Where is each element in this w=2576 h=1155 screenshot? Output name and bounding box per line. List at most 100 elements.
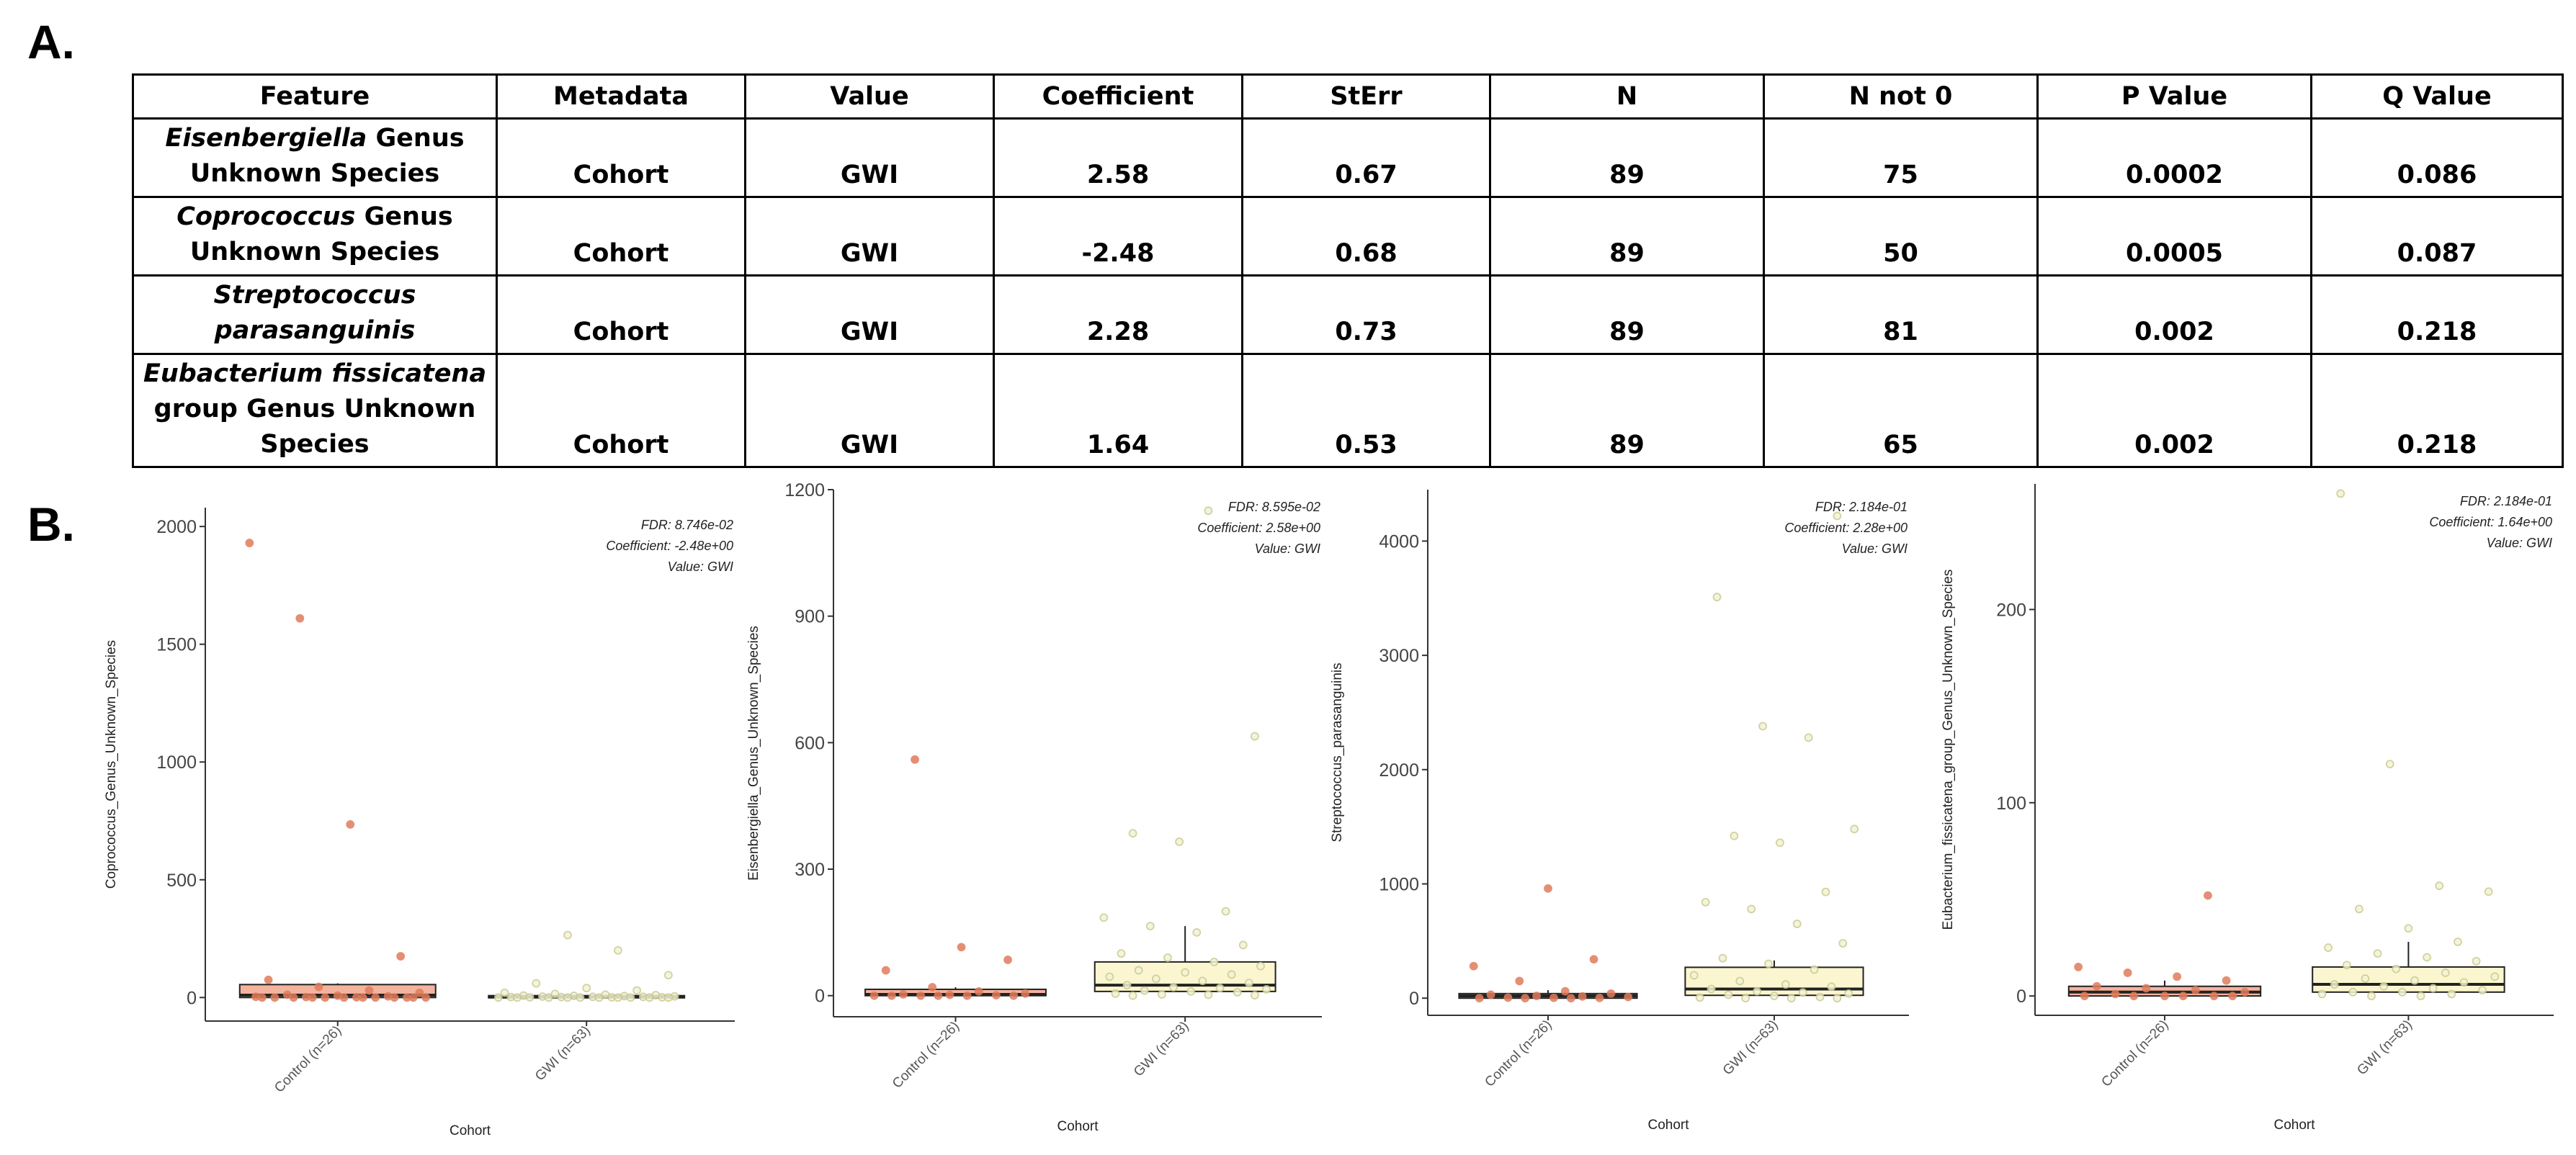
data-point [1215,984,1225,993]
data-point [346,820,355,829]
y-tick-label: 1000 [156,752,197,773]
n-cell: 89 [1489,117,1765,198]
stat-annotation: Value: GWI [2487,536,2552,550]
data-point [2129,992,2139,1001]
stat-annotation: Value: GWI [668,559,733,574]
data-point [1804,733,1813,742]
data-point [358,993,367,1002]
data-point [1503,993,1513,1002]
data-point [2454,938,2462,946]
data-point [1815,992,1825,1002]
data-point [957,943,966,952]
y-tick-label: 300 [795,860,825,880]
y-tick-label: 100 [1996,794,2026,814]
y-tick-label: 2000 [156,517,197,537]
data-point [532,979,541,988]
feature-rest: Genus Unknown Species [189,202,453,266]
data-point [2441,969,2450,977]
value-cell: GWI [744,196,995,277]
data-point [1117,949,1126,958]
data-point [2074,963,2083,971]
data-point [500,988,509,997]
p-value-cell: 0.002 [2036,353,2312,468]
data-point [962,991,972,1000]
n-cell: 89 [1489,274,1765,355]
data-point [2404,924,2413,933]
data-point [2478,986,2487,995]
data-point [1099,913,1109,922]
header-p-value: P Value [2036,73,2312,120]
data-point [2123,969,2132,977]
data-point [2435,881,2444,891]
table-row: Eisenbergiella Genus Unknown Species Coh… [132,117,2564,198]
n-not-0-cell: 81 [1763,274,2039,355]
data-point [2490,972,2500,981]
data-point [2228,992,2237,1001]
y-tick-label: 0 [2016,987,2026,1007]
table-row: Coprococcus Genus Unknown Species Cohort… [132,196,2564,277]
feature-cell: Eisenbergiella Genus Unknown Species [132,117,498,198]
data-point [2361,974,2370,983]
stat-annotation: FDR: 8.746e-02 [641,518,733,532]
data-point [513,993,522,1002]
feature-rest: Genus Unknown Species [189,124,465,188]
data-point [1724,990,1733,999]
data-point [2317,989,2327,999]
data-point [2367,992,2376,1001]
feature-genus: Streptococcus parasanguinis [213,281,416,345]
data-point [1792,920,1802,928]
sterr-cell: 0.73 [1241,274,1491,355]
data-point [911,755,919,764]
y-axis-title: Eubacterium_fissicatena_group_Genus_Unkn… [1941,570,1956,930]
data-point [1128,991,1137,1000]
data-point [2397,987,2407,997]
data-point [1532,992,1542,1000]
value-cell: GWI [744,117,995,198]
data-point [245,539,254,547]
data-point [1753,987,1762,996]
data-point [1718,953,1727,963]
data-point [2416,992,2425,1001]
stat-annotation: Value: GWI [1255,541,1320,556]
data-point [493,993,503,1002]
data-point [1770,992,1779,1000]
coefficient-cell: 1.64 [993,353,1243,468]
stat-annotation: Coefficient: -2.48e+00 [606,539,733,553]
stat-annotation: Coefficient: 2.58e+00 [1197,521,1320,535]
data-point [2447,989,2456,999]
data-point [2348,987,2358,997]
data-point [899,990,908,999]
data-point [421,993,431,1002]
data-point [1747,904,1756,914]
data-point [1158,990,1166,999]
data-point [321,993,330,1002]
y-tick-label: 0 [815,987,825,1007]
data-point [390,993,399,1002]
data-point [1003,956,1012,964]
x-axis-title: Cohort [1647,1118,1689,1133]
data-point [1741,994,1750,1003]
data-point [614,945,622,955]
data-point [415,988,424,997]
header-n: N [1489,73,1765,120]
n-not-0-cell: 65 [1763,353,2039,468]
data-point [1145,922,1155,930]
data-point [1838,939,1848,948]
data-point [2204,891,2212,900]
n-cell: 89 [1489,353,1765,468]
data-point [2472,956,2481,966]
data-point [2111,989,2120,999]
data-point [1122,981,1132,989]
data-point [1186,987,1196,996]
results-table: Feature Metadata Value Coefficient StErr… [132,73,2564,468]
stat-annotation: Coefficient: 1.64e+00 [2429,515,2552,529]
x-tick-label: Control (n=26) [272,1023,344,1096]
sterr-cell: 0.53 [1241,353,1491,468]
n-not-0-cell: 75 [1763,117,2039,198]
data-point [934,991,943,1000]
data-point [2330,980,2339,989]
x-tick-label: GWI (n=63) [532,1023,594,1084]
data-point [974,987,983,996]
data-point [1486,990,1495,999]
data-point [1515,976,1524,986]
